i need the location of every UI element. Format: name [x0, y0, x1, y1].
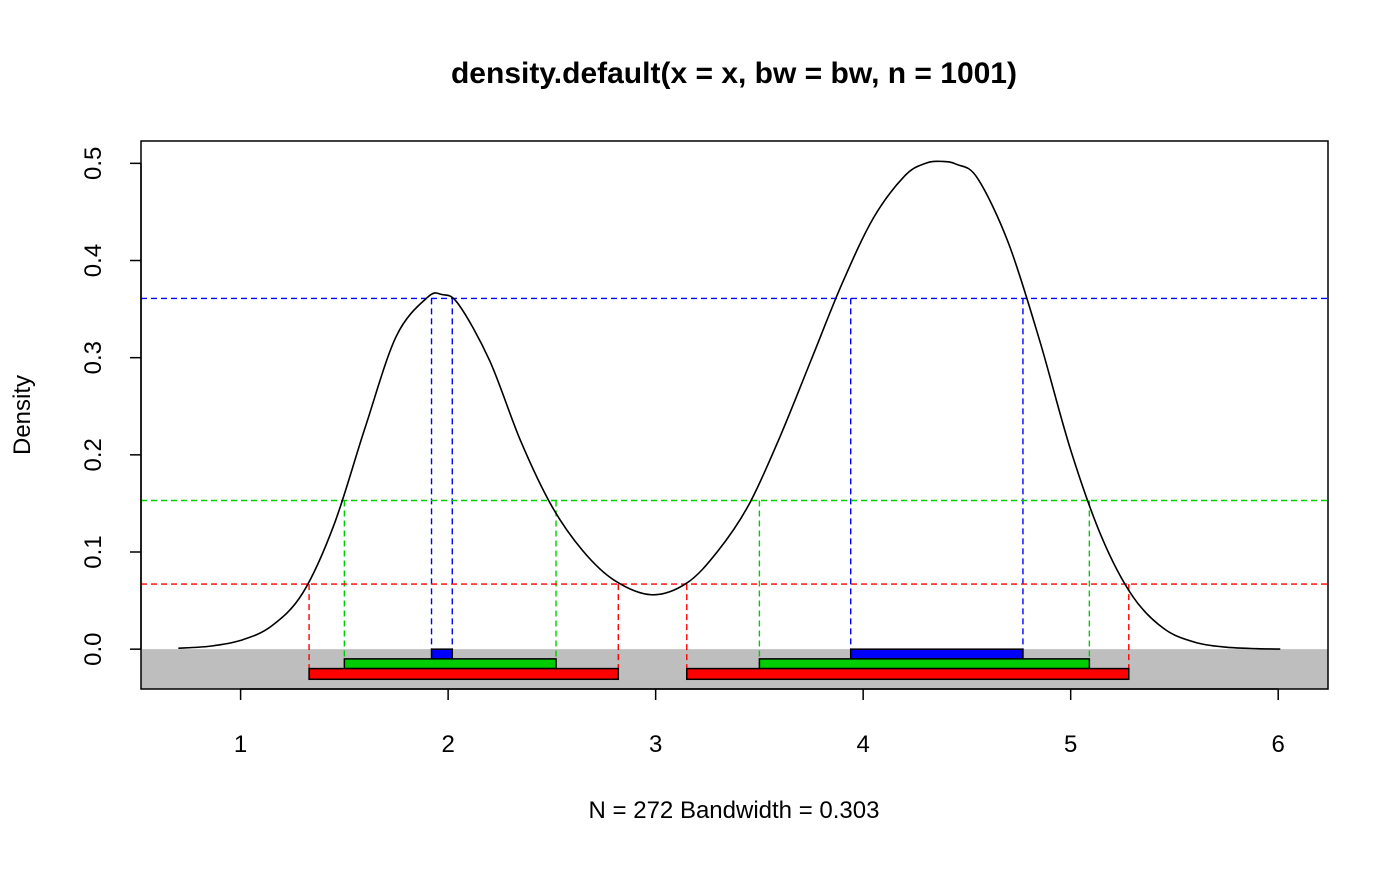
plot-frame	[140, 140, 1329, 690]
density-curve	[178, 160, 1281, 650]
plot-area	[141, 160, 1328, 689]
chart-title: density.default(x = x, bw = bw, n = 1001…	[451, 57, 1017, 90]
x-axis-label: N = 272 Bandwidth = 0.303	[589, 797, 880, 824]
x-tick-label-5: 6	[1272, 731, 1285, 758]
y-tick-label-2: 0.2	[80, 438, 107, 471]
x-tick-label-0: 1	[234, 731, 247, 758]
hdr-bar-1-0	[343, 658, 557, 670]
hdr-bar-1-1	[758, 658, 1091, 670]
y-axis-label: Density	[9, 375, 36, 455]
y-tick-label-5: 0.5	[80, 147, 107, 180]
x-tick-label-1: 2	[441, 731, 454, 758]
y-tick-label-4: 0.4	[80, 244, 107, 277]
x-tick-label-4: 5	[1064, 731, 1077, 758]
axes-layer: 1 2 3 4 5 6 0.0 0.1 0.2 0.3 0.4 0.5	[80, 140, 1329, 758]
plot-layer	[141, 160, 1328, 689]
y-tick-label-0: 0.0	[80, 632, 107, 665]
hdr-bar-0-1	[849, 648, 1024, 660]
y-tick-label-1: 0.1	[80, 535, 107, 568]
y-tick-label-3: 0.3	[80, 341, 107, 374]
x-tick-label-3: 4	[856, 731, 869, 758]
hdr-bar-2-1	[686, 667, 1130, 681]
hdr-bar-0-0	[430, 648, 454, 660]
hdr-bar-2-0	[308, 667, 620, 681]
x-tick-label-2: 3	[649, 731, 662, 758]
